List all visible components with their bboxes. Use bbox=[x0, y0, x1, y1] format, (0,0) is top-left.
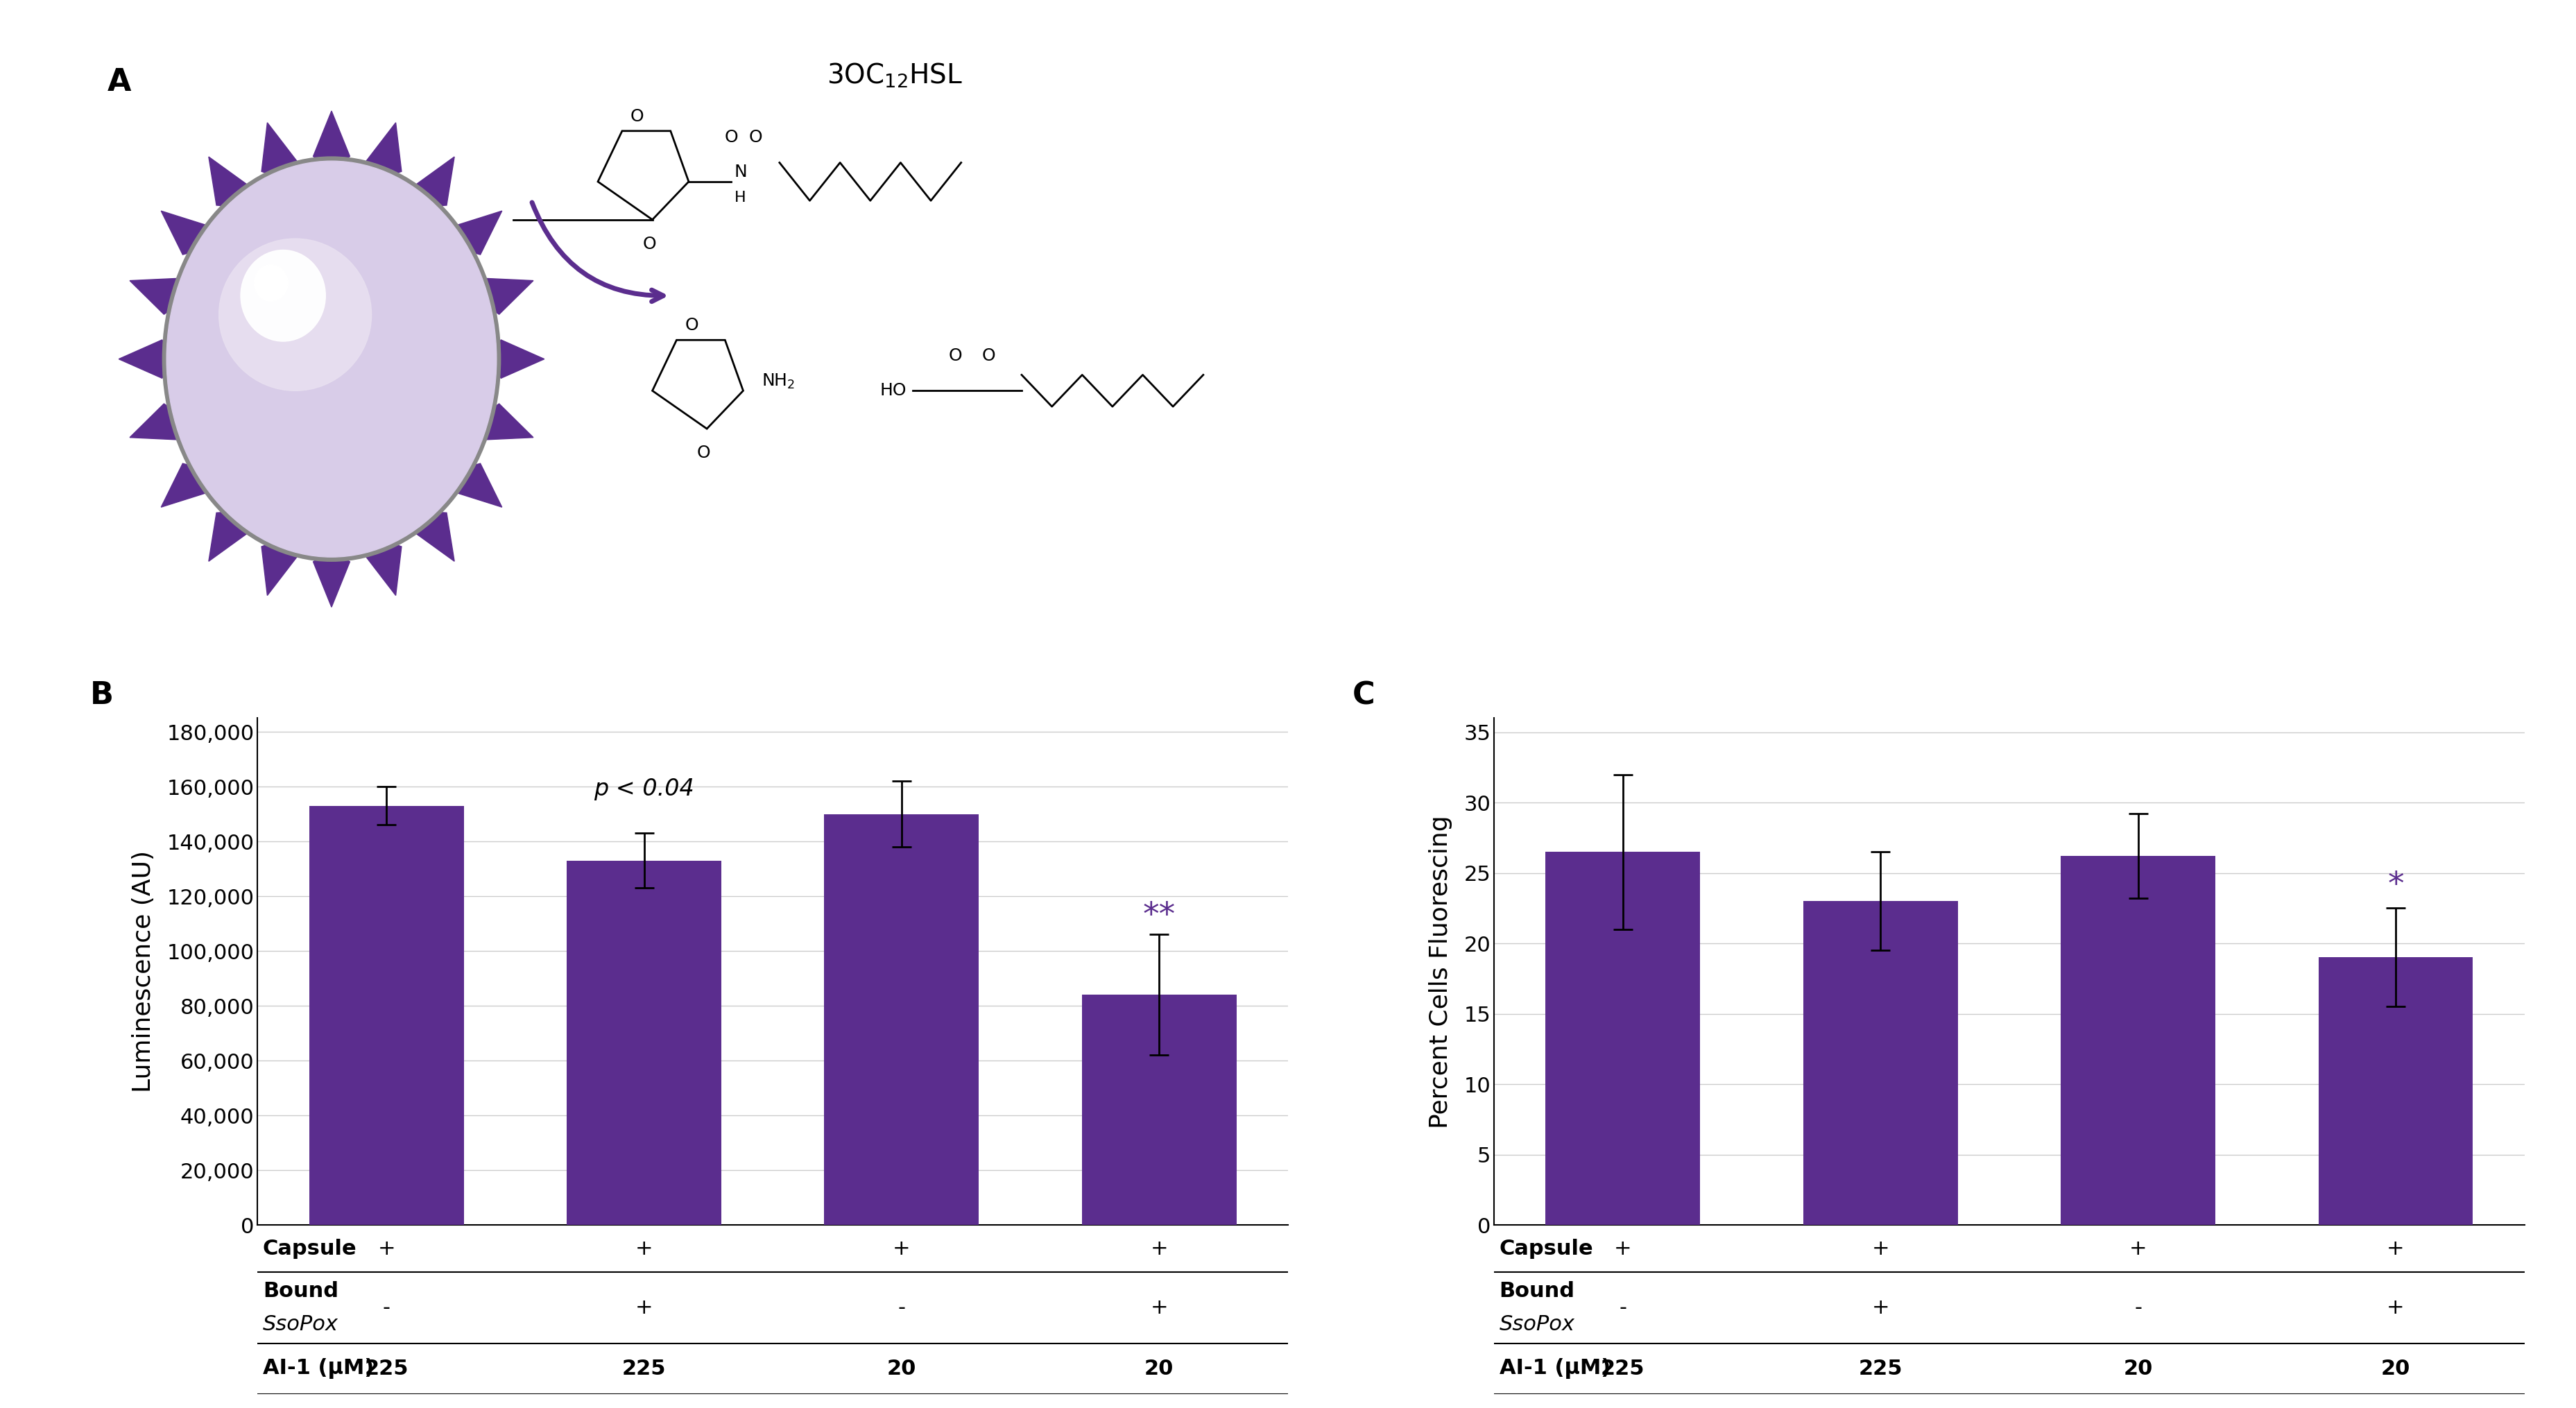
Bar bbox=[567, 860, 721, 1225]
Text: -: - bbox=[2136, 1298, 2141, 1318]
Text: 20: 20 bbox=[2123, 1359, 2154, 1378]
Polygon shape bbox=[162, 463, 206, 507]
Text: +: + bbox=[1151, 1239, 1167, 1259]
Text: Capsule: Capsule bbox=[263, 1239, 358, 1259]
Y-axis label: Luminescence (AU): Luminescence (AU) bbox=[131, 850, 155, 1093]
Text: Bound: Bound bbox=[263, 1281, 337, 1301]
Polygon shape bbox=[263, 122, 296, 180]
Text: Bound: Bound bbox=[1499, 1281, 1574, 1301]
Text: -: - bbox=[384, 1298, 389, 1318]
Text: 225: 225 bbox=[621, 1359, 667, 1378]
Polygon shape bbox=[162, 211, 206, 255]
Text: +: + bbox=[2130, 1239, 2146, 1259]
Text: HO: HO bbox=[881, 383, 907, 398]
Text: +: + bbox=[636, 1239, 652, 1259]
Y-axis label: Percent Cells Fluorescing: Percent Cells Fluorescing bbox=[1430, 815, 1453, 1128]
Text: O: O bbox=[698, 445, 711, 462]
Polygon shape bbox=[118, 339, 175, 379]
Polygon shape bbox=[209, 156, 247, 207]
Text: Capsule: Capsule bbox=[1499, 1239, 1595, 1259]
Text: +: + bbox=[2388, 1298, 2403, 1318]
Text: A: A bbox=[108, 68, 131, 97]
Text: +: + bbox=[1615, 1239, 1631, 1259]
Text: O: O bbox=[948, 348, 961, 365]
Polygon shape bbox=[479, 404, 533, 439]
Text: 225: 225 bbox=[1600, 1359, 1646, 1378]
Text: 20: 20 bbox=[1144, 1359, 1175, 1378]
Text: C: C bbox=[1352, 680, 1376, 710]
Polygon shape bbox=[415, 511, 453, 562]
Polygon shape bbox=[456, 211, 502, 255]
Polygon shape bbox=[314, 111, 350, 170]
Polygon shape bbox=[479, 279, 533, 314]
Text: 20: 20 bbox=[886, 1359, 917, 1378]
Text: O: O bbox=[750, 130, 762, 145]
Text: +: + bbox=[2388, 1239, 2403, 1259]
Text: SsoPox: SsoPox bbox=[263, 1315, 337, 1335]
Polygon shape bbox=[263, 538, 296, 596]
Ellipse shape bbox=[240, 251, 325, 341]
Bar bbox=[1546, 852, 1700, 1225]
Text: **: ** bbox=[1144, 901, 1175, 932]
Text: H: H bbox=[734, 190, 744, 204]
Ellipse shape bbox=[162, 156, 500, 562]
Ellipse shape bbox=[167, 161, 497, 558]
Text: AI-1 (μM): AI-1 (μM) bbox=[263, 1359, 374, 1378]
Text: -: - bbox=[899, 1298, 904, 1318]
Ellipse shape bbox=[219, 239, 371, 390]
Bar bbox=[309, 805, 464, 1225]
Text: +: + bbox=[379, 1239, 394, 1259]
Bar bbox=[2318, 957, 2473, 1225]
Bar bbox=[824, 814, 979, 1225]
Polygon shape bbox=[366, 122, 402, 180]
Text: O: O bbox=[685, 317, 698, 334]
Polygon shape bbox=[209, 511, 247, 562]
Text: +: + bbox=[1873, 1298, 1888, 1318]
Text: N: N bbox=[734, 163, 747, 180]
Text: O: O bbox=[981, 348, 994, 365]
Polygon shape bbox=[487, 339, 544, 379]
Polygon shape bbox=[366, 538, 402, 596]
Text: *: * bbox=[2388, 870, 2403, 901]
Text: p < 0.04: p < 0.04 bbox=[595, 777, 693, 800]
Text: AI-1 (μM): AI-1 (μM) bbox=[1499, 1359, 1610, 1378]
Text: SsoPox: SsoPox bbox=[1499, 1315, 1574, 1335]
Polygon shape bbox=[129, 279, 183, 314]
Text: 3OC$_{12}$HSL: 3OC$_{12}$HSL bbox=[827, 62, 963, 89]
Bar bbox=[1803, 901, 1958, 1225]
Text: +: + bbox=[894, 1239, 909, 1259]
Text: B: B bbox=[90, 680, 113, 710]
Text: +: + bbox=[1873, 1239, 1888, 1259]
Bar bbox=[2061, 856, 2215, 1225]
Text: 225: 225 bbox=[1857, 1359, 1904, 1378]
Polygon shape bbox=[314, 548, 350, 607]
Text: 20: 20 bbox=[2380, 1359, 2411, 1378]
Text: 225: 225 bbox=[363, 1359, 410, 1378]
Text: +: + bbox=[636, 1298, 652, 1318]
Text: O: O bbox=[724, 130, 737, 145]
Polygon shape bbox=[129, 404, 183, 439]
Polygon shape bbox=[456, 463, 502, 507]
Text: O: O bbox=[641, 235, 657, 252]
Text: +: + bbox=[1151, 1298, 1167, 1318]
Text: -: - bbox=[1620, 1298, 1625, 1318]
Bar bbox=[1082, 995, 1236, 1225]
Ellipse shape bbox=[255, 265, 289, 301]
Polygon shape bbox=[415, 156, 453, 207]
Text: O: O bbox=[631, 108, 644, 125]
Text: NH$_2$: NH$_2$ bbox=[762, 372, 796, 390]
